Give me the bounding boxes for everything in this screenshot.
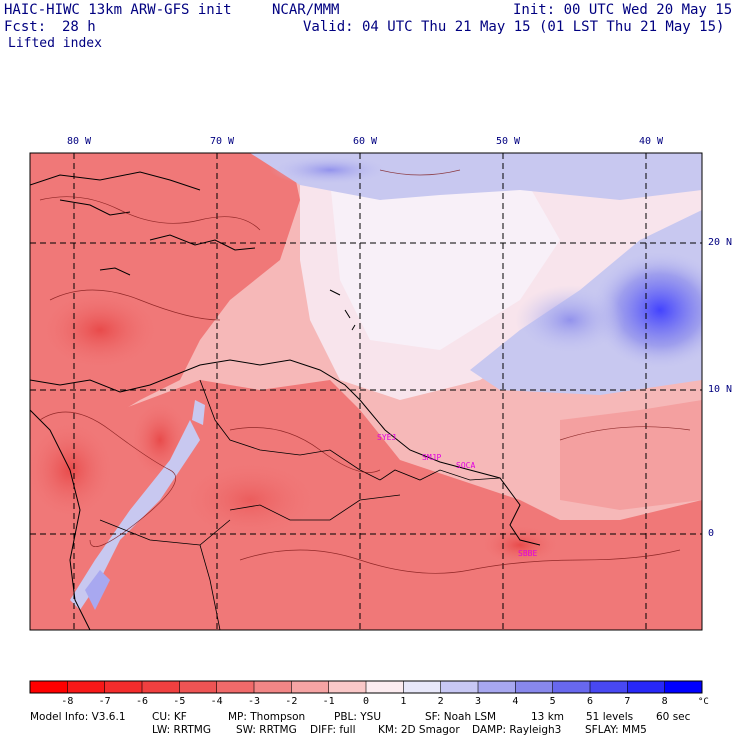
contours — [39, 169, 691, 574]
colorbar-swatch — [328, 681, 367, 693]
forecast-hours: 28 h — [62, 19, 96, 35]
footer-sw: SW: RRTMG — [236, 724, 297, 736]
lon-label: 70 W — [210, 136, 235, 147]
field-name: Lifted index — [8, 36, 102, 51]
colorbar-unit: °C — [698, 697, 709, 707]
colorbar-swatch — [440, 681, 479, 693]
init-time: Init: 00 UTC Wed 20 May 15 — [513, 2, 733, 18]
colorbar-tick-label: 7 — [624, 696, 630, 707]
colorbar-swatch — [627, 681, 666, 693]
footer-levels: 51 levels — [586, 711, 634, 723]
colorbar-tick-label: 2 — [438, 696, 444, 707]
colorbar-swatch — [515, 681, 554, 693]
colorbar-swatch — [254, 681, 292, 693]
colorbar-tick-label: -7 — [99, 696, 111, 707]
lon-label: 80 W — [67, 136, 92, 147]
footer-pbl: PBL: YSU — [334, 711, 382, 723]
footer-cu: CU: KF — [152, 711, 187, 723]
footer-mp: MP: Thompson — [228, 711, 306, 723]
colorbar-swatch — [366, 681, 404, 693]
colorbar-tick-label: -2 — [285, 696, 297, 707]
station-label: SYEJ — [377, 433, 396, 442]
lon-label: 50 W — [496, 136, 521, 147]
colorbar-swatch — [403, 681, 442, 693]
valid-time: Valid: 04 UTC Thu 21 May 15 (01 LST Thu … — [303, 19, 725, 35]
coastlines — [30, 171, 541, 630]
hot-patch — [30, 420, 115, 520]
center-name: NCAR/MMM — [272, 2, 340, 18]
hot-patch — [180, 460, 320, 540]
model-title: HAIC-HIWC 13km ARW-GFS init — [4, 2, 232, 18]
station-label: SOCA — [456, 461, 475, 470]
colorbar-tick-label: -8 — [61, 696, 73, 707]
colorbar-tick-label: -1 — [323, 696, 335, 707]
colorbar-swatch — [142, 681, 180, 693]
footer-model-info: Model Info: V3.6.1 — [30, 711, 126, 723]
footer-sf: SF: Noah LSM — [425, 711, 497, 723]
colorbar-tick-label: 5 — [550, 696, 556, 707]
colorbar: -8 -7 -6 -5 -4 -3 -2 -1 0 1 2 3 4 5 6 7 8 °C — [29, 680, 709, 707]
footer-lw: LW: RRTMG — [152, 724, 211, 736]
lat-label: 20 N — [708, 237, 733, 248]
stable-streak — [70, 420, 200, 610]
stable-streak — [85, 570, 110, 610]
colorbar-tick-label: 1 — [400, 696, 406, 707]
colorbar-tick-label: -5 — [173, 696, 185, 707]
footer-damp: DAMP: Rayleigh3 — [472, 724, 562, 736]
stable-core — [590, 250, 702, 370]
footer-diff: DIFF: full — [310, 724, 356, 736]
station-label: SBBE — [518, 549, 537, 558]
stable-core — [515, 285, 625, 355]
footer-resolution: 13 km — [531, 711, 565, 723]
lon-label: 60 W — [353, 136, 378, 147]
colorbar-swatch — [552, 681, 591, 693]
footer-km: KM: 2D Smagor — [378, 724, 460, 736]
colorbar-tick-label: -6 — [136, 696, 148, 707]
colorbar-tick-label: 0 — [363, 696, 369, 707]
colorbar-tick-label: 3 — [475, 696, 481, 707]
footer-timestep: 60 sec — [656, 711, 691, 723]
colorbar-swatch — [67, 681, 106, 693]
lat-label: 10 N — [708, 384, 733, 395]
hot-patch — [40, 290, 160, 370]
colorbar-tick-label: -4 — [211, 696, 223, 707]
colorbar-swatch — [179, 681, 218, 693]
colorbar-tick-label: 8 — [662, 696, 668, 707]
colorbar-swatch — [291, 681, 330, 693]
lon-label: 40 W — [639, 136, 664, 147]
hot-patch — [480, 525, 560, 565]
colorbar-tick-label: 6 — [587, 696, 593, 707]
map-frame — [29, 152, 703, 631]
colorbar-swatch — [590, 681, 628, 693]
station-label: SMJP — [422, 453, 441, 462]
stable-core — [270, 155, 390, 185]
colorbar-tick-label: 4 — [512, 696, 518, 707]
colorbar-swatch — [30, 681, 68, 693]
borders — [99, 379, 501, 630]
colorbar-swatch — [104, 681, 143, 693]
lake-maracaibo — [192, 400, 205, 425]
colorbar-swatch — [216, 681, 255, 693]
lat-label: 0 — [708, 528, 715, 539]
footer-sflay: SFLAY: MM5 — [585, 724, 647, 736]
colorbar-swatch — [664, 681, 703, 693]
forecast-label: Fcst: — [4, 19, 47, 35]
colorbar-swatch — [478, 681, 516, 693]
colorbar-tick-label: -3 — [248, 696, 260, 707]
